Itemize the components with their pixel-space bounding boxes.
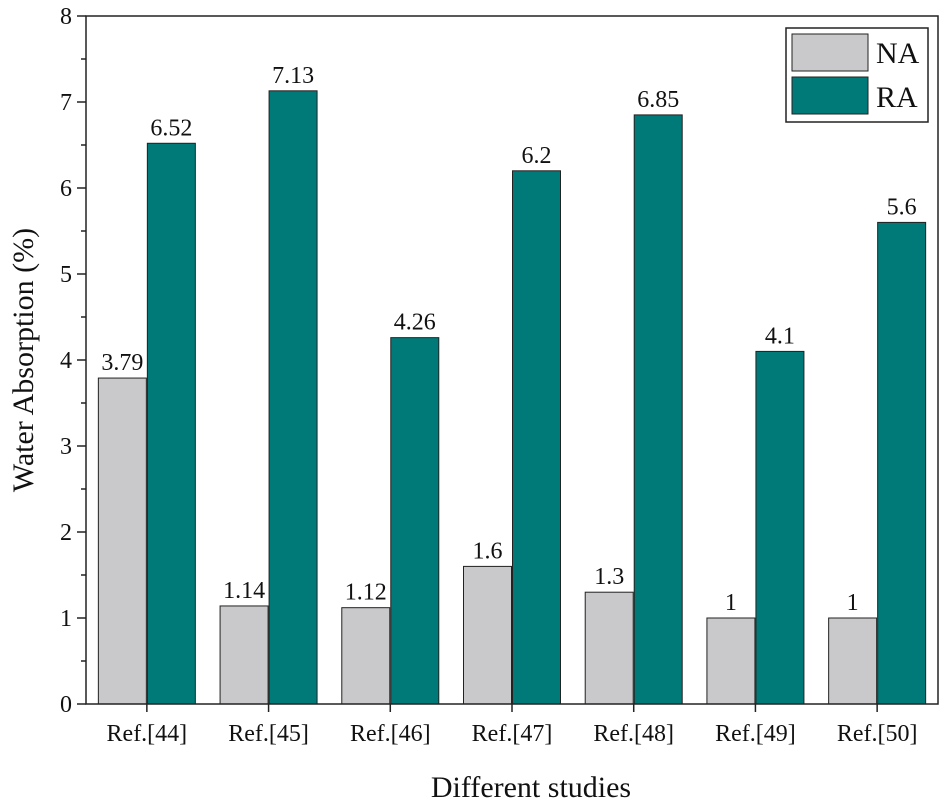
- bar-na-3: [463, 565, 512, 705]
- y-axis: 0 1 2 3 4 5 6 7 8: [60, 4, 86, 718]
- bar-ra-6: [877, 221, 927, 705]
- x-axis: Ref.[44] Ref.[45] Ref.[46] Ref.[47] Ref.[48]…: [107, 704, 918, 747]
- data-label-ra-3: 6.2: [522, 143, 552, 169]
- legend-label-na: NA: [876, 37, 920, 70]
- legend: NA RA: [785, 27, 929, 123]
- bar-na-2: [341, 607, 391, 705]
- bar-na-0: [97, 377, 147, 705]
- bars-layer: [97, 90, 927, 705]
- data-label-ra-6: 5.6: [887, 194, 917, 220]
- data-label-ra-2: 4.26: [394, 310, 436, 336]
- data-label-na-3: 1.6: [473, 538, 503, 564]
- bar-ra-5: [755, 350, 805, 705]
- x-tick-label-2: Ref.[46]: [350, 721, 431, 747]
- data-labels-layer: 3.79 6.52 1.14 7.13 1.12 4.26 1.6 6.2 1.3 6.85 1 4.…: [101, 63, 916, 616]
- x-tick-label-5: Ref.[49]: [715, 721, 796, 747]
- bar-na-5: [706, 617, 756, 705]
- data-label-na-5: 1: [725, 590, 737, 616]
- y-tick-label-7: 7: [60, 90, 72, 116]
- data-label-na-0: 3.79: [101, 350, 143, 376]
- data-label-ra-0: 6.52: [150, 115, 192, 141]
- y-tick-label-2: 2: [60, 520, 72, 546]
- y-tick-label-8: 8: [60, 4, 72, 30]
- x-axis-title: Different studies: [431, 771, 631, 804]
- data-label-ra-1: 7.13: [272, 63, 314, 89]
- data-label-na-1: 1.14: [223, 578, 265, 604]
- x-tick-label-0: Ref.[44]: [107, 721, 188, 747]
- bar-ra-0: [146, 142, 196, 705]
- bar-na-1: [219, 605, 269, 705]
- bar-na-6: [828, 617, 878, 705]
- bar-ra-2: [390, 337, 440, 705]
- y-tick-label-6: 6: [60, 176, 72, 202]
- data-label-na-2: 1.12: [345, 580, 387, 606]
- x-tick-label-3: Ref.[47]: [472, 721, 553, 747]
- y-tick-label-5: 5: [60, 262, 72, 288]
- x-tick-label-4: Ref.[48]: [593, 721, 674, 747]
- y-tick-label-0: 0: [60, 692, 72, 718]
- bar-ra-4: [633, 114, 683, 705]
- legend-swatch-ra: [791, 76, 869, 115]
- x-tick-label-6: Ref.[50]: [837, 721, 918, 747]
- data-label-na-4: 1.3: [594, 564, 624, 590]
- bar-na-4: [584, 591, 634, 705]
- data-label-ra-4: 6.85: [637, 87, 679, 113]
- y-axis-title: Water Absorption (%): [7, 228, 40, 492]
- bar-ra-3: [512, 170, 561, 705]
- y-tick-label-1: 1: [60, 606, 72, 632]
- x-tick-label-1: Ref.[45]: [228, 721, 309, 747]
- data-label-na-6: 1: [847, 590, 859, 616]
- y-tick-label-3: 3: [60, 434, 72, 460]
- legend-label-ra: RA: [876, 81, 918, 114]
- legend-swatch-na: [791, 33, 869, 72]
- data-label-ra-5: 4.1: [765, 323, 795, 349]
- bar-ra-1: [268, 90, 318, 705]
- y-tick-label-4: 4: [60, 348, 72, 374]
